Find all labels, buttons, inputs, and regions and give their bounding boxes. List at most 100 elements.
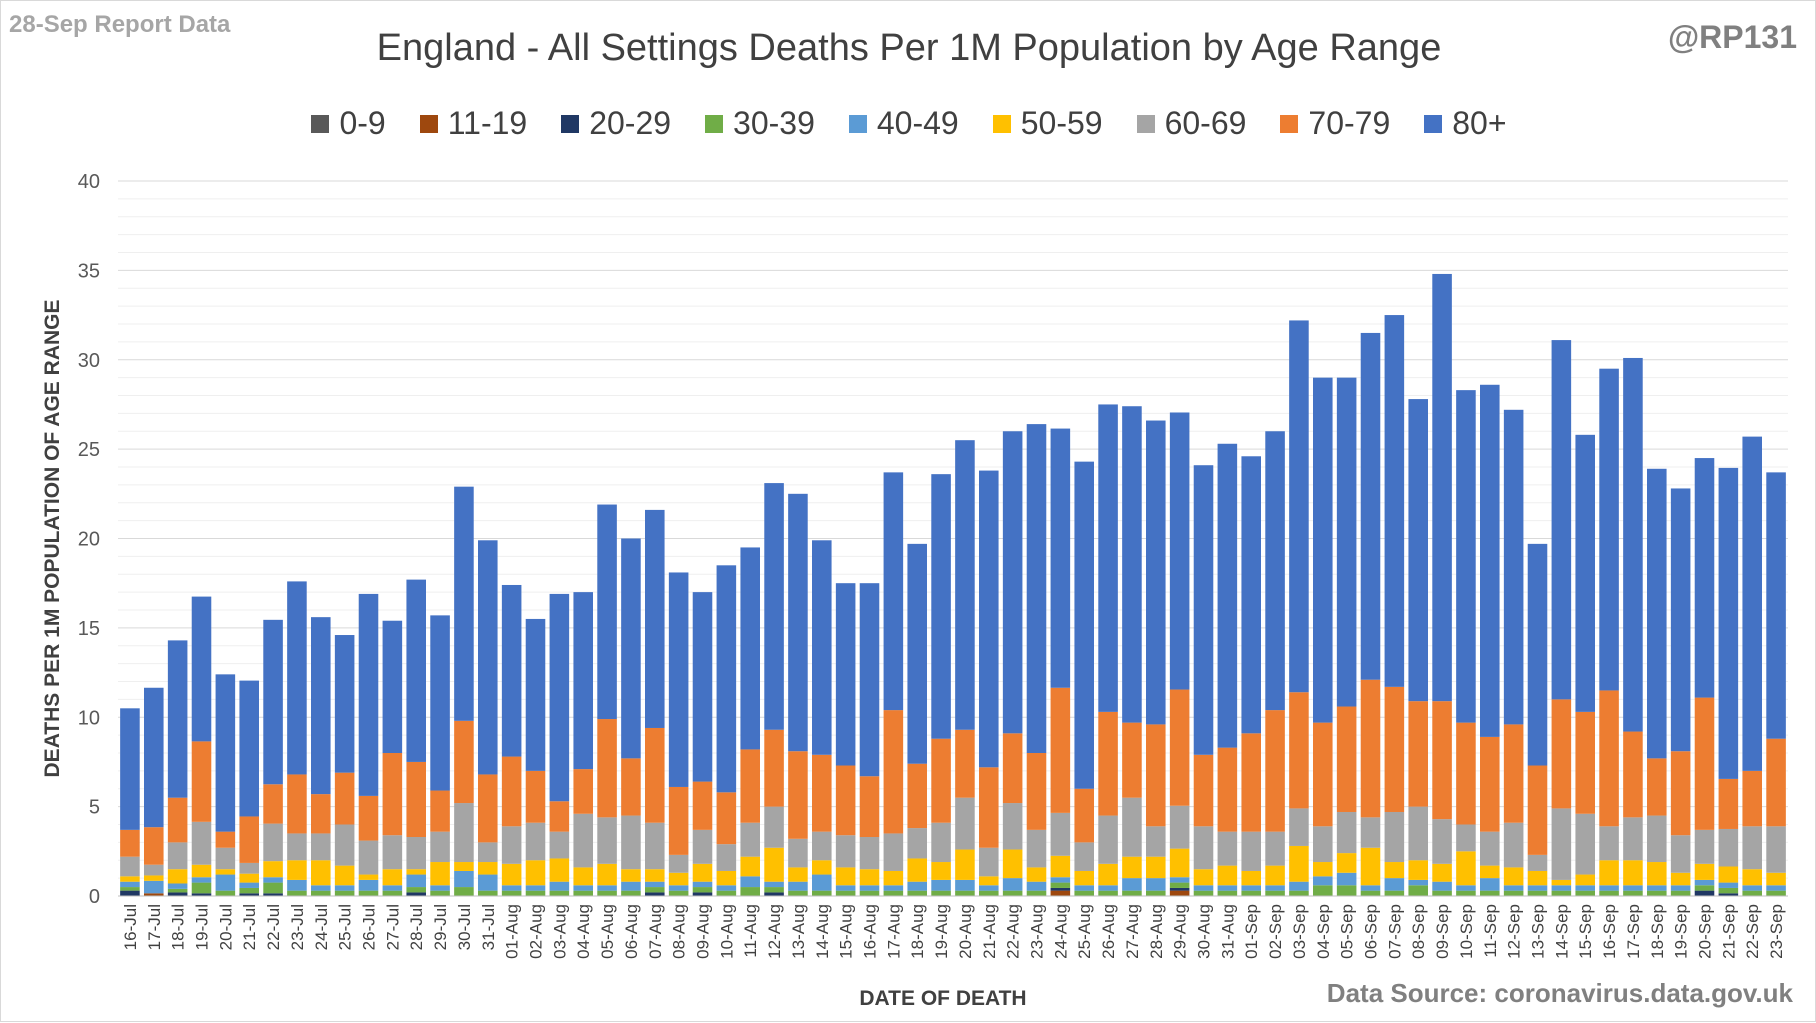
bar-segment-30-39: [311, 890, 331, 896]
bar-segment-70-79: [1169, 689, 1190, 806]
x-tick-label: 28-Aug: [1147, 904, 1166, 959]
x-tick-label: 15-Aug: [837, 904, 856, 959]
bar-segment-70-79: [740, 749, 760, 823]
bar-segment-60-69: [979, 847, 999, 877]
x-tick-label: 09-Sep: [1433, 904, 1452, 959]
bar-segment-70-79: [883, 710, 904, 834]
bar-segment-60-69: [1002, 803, 1023, 850]
legend-label: 30-39: [733, 105, 815, 141]
bar-segment-60-69: [1599, 826, 1619, 861]
bar-segment-40-49: [430, 885, 450, 891]
y-tick-label: 30: [78, 350, 100, 372]
x-tick-label: 26-Jul: [360, 904, 379, 950]
bar-segment-80+: [716, 565, 737, 793]
bar-segment-50-59: [1670, 872, 1691, 886]
bar-segment-60-69: [740, 822, 760, 857]
bar-segment-40-49: [1527, 885, 1548, 891]
bar-segment-50-59: [215, 869, 236, 875]
bar-segment-60-69: [621, 815, 641, 870]
bar-segment-70-79: [1217, 747, 1238, 832]
bar-segment-30-39: [1599, 890, 1619, 896]
legend-item-11-19: 11-19: [419, 105, 527, 142]
bar-segment-60-69: [1241, 831, 1261, 871]
bar-segment-80+: [621, 538, 641, 759]
bar-segment-80+: [239, 680, 259, 817]
bar-segment-80+: [120, 708, 140, 830]
legend-item-0-9: 0-9: [311, 105, 386, 142]
bar-segment-30-39: [1384, 890, 1405, 896]
bar-segment-30-39: [358, 890, 379, 896]
bar-segment-80+: [1122, 406, 1142, 723]
bar-segment-70-79: [1336, 706, 1357, 812]
bar-segment-70-79: [1074, 788, 1094, 843]
bar-segment-60-69: [955, 797, 975, 850]
bar-segment-80+: [358, 593, 379, 796]
bar-segment-40-49: [1647, 885, 1667, 891]
x-tick-label: 06-Sep: [1362, 904, 1381, 959]
bar-segment-80+: [1456, 390, 1476, 723]
x-tick-label: 11-Aug: [741, 904, 760, 958]
bar-segment-30-39: [668, 890, 689, 896]
bar-segment-60-69: [287, 833, 307, 861]
bar-segment-50-59: [311, 860, 331, 886]
bar-segment-60-69: [1694, 829, 1715, 864]
x-tick-label: 20-Aug: [956, 904, 975, 959]
bar-segment-80+: [907, 543, 927, 764]
bar-segment-30-39: [1551, 890, 1572, 896]
legend-swatch: [1424, 114, 1443, 133]
y-tick-label: 25: [78, 439, 100, 461]
legend-swatch: [1280, 114, 1299, 133]
bar-segment-70-79: [1193, 754, 1214, 827]
bar-segment-70-79: [406, 761, 426, 838]
bar-segment-50-59: [1146, 856, 1166, 879]
bar-segment-80+: [1766, 472, 1786, 739]
bar-segment-40-49: [788, 881, 808, 891]
bar-segment-80+: [1527, 543, 1548, 766]
bar-segment-50-59: [525, 860, 546, 886]
bar-segment-30-39: [1766, 890, 1786, 896]
legend-item-50-59: 50-59: [992, 105, 1103, 142]
x-tick-label: 14-Sep: [1552, 904, 1571, 959]
bar-segment-50-59: [1050, 855, 1071, 878]
legend-label: 20-29: [589, 105, 672, 141]
bar-segment-20-29: [167, 892, 188, 896]
bar-segment-50-59: [1623, 860, 1643, 886]
report-label: 28-Sep Report Data: [9, 11, 231, 38]
bar-segment-40-49: [406, 874, 426, 888]
bar-segment-30-39: [549, 890, 570, 896]
bar-segment-30-39: [1336, 885, 1357, 896]
bar-segment-60-69: [1289, 808, 1309, 846]
bar-segment-40-49: [1265, 885, 1285, 891]
bar-segment-40-49: [859, 885, 880, 891]
bar-segment-50-59: [1289, 845, 1309, 882]
bar-segment-70-79: [501, 756, 522, 827]
bar-segment-50-59: [1503, 867, 1524, 886]
bar-segment-70-79: [1718, 778, 1739, 829]
x-tick-label: 11-Sep: [1481, 904, 1500, 958]
x-tick-label: 23-Jul: [288, 904, 307, 950]
bar-segment-80+: [1670, 488, 1691, 752]
bar-segment-50-59: [1336, 853, 1357, 873]
bar-segment-30-39: [979, 890, 999, 896]
bar-segment-80+: [1718, 467, 1739, 779]
bar-segment-40-49: [1193, 885, 1214, 891]
bar-segment-70-79: [1742, 770, 1762, 827]
x-tick-label: 01-Aug: [503, 904, 522, 959]
x-tick-label: 21-Jul: [240, 904, 259, 950]
bar-segment-80+: [1193, 465, 1214, 755]
legend-item-80+: 80+: [1424, 105, 1507, 142]
bar-segment-30-39: [1002, 890, 1023, 896]
bar-segment-30-39: [191, 882, 212, 894]
bar-segment-80+: [812, 540, 832, 755]
bar-segment-60-69: [263, 823, 283, 862]
bar-segment-70-79: [859, 776, 880, 838]
bar-segment-60-69: [1265, 831, 1285, 866]
x-tick-label: 19-Aug: [932, 904, 951, 959]
bar-segment-80+: [1742, 436, 1762, 771]
y-tick-label: 0: [89, 886, 100, 908]
bar-segment-30-39: [478, 890, 498, 896]
bar-segment-70-79: [621, 758, 641, 816]
legend-swatch: [848, 114, 867, 133]
bar-segment-30-39: [835, 890, 856, 896]
legend-swatch: [561, 114, 580, 133]
